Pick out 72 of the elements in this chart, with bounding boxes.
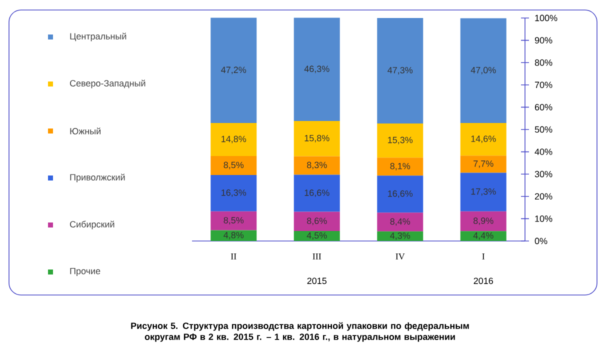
x-tick-label: II bbox=[230, 254, 236, 260]
bar bbox=[460, 18, 506, 124]
bar bbox=[294, 230, 340, 241]
legend-label: Сибирский bbox=[70, 220, 114, 230]
bar bbox=[210, 123, 257, 156]
bar bbox=[377, 212, 424, 232]
data-label: 4,8% bbox=[224, 232, 244, 240]
data-label: 4,4% bbox=[473, 232, 494, 240]
data-label: 8,5% bbox=[224, 162, 244, 170]
bar bbox=[377, 123, 424, 158]
data-label: 4,3% bbox=[390, 232, 410, 240]
data-label: 46,3% bbox=[304, 66, 330, 74]
bar bbox=[210, 230, 257, 241]
data-label: 8,5% bbox=[224, 217, 244, 225]
bar bbox=[294, 174, 340, 212]
data-label: 14,8% bbox=[222, 136, 246, 144]
bar bbox=[460, 156, 506, 173]
data-label: 7,7% bbox=[474, 160, 494, 168]
bar bbox=[377, 158, 424, 176]
bar bbox=[294, 212, 340, 231]
bar bbox=[294, 18, 340, 122]
data-label: 47,0% bbox=[470, 66, 496, 74]
data-label: 47,3% bbox=[388, 67, 413, 74]
data-label: 16,6% bbox=[304, 190, 330, 197]
x-tick-label: IV bbox=[396, 254, 405, 260]
y-tick-label: 90% bbox=[534, 37, 552, 44]
y-tick-label: 30% bbox=[534, 170, 552, 178]
legend-label: Прочие bbox=[70, 268, 100, 276]
bar bbox=[460, 211, 506, 232]
bar bbox=[210, 18, 257, 124]
data-label: 8,3% bbox=[307, 162, 327, 170]
bar bbox=[210, 174, 257, 212]
bar bbox=[460, 123, 506, 156]
data-label: 14,6% bbox=[471, 136, 496, 144]
data-label: 47,2% bbox=[221, 66, 246, 74]
y-tick-label: 40% bbox=[534, 148, 552, 155]
legend-label: Северо-Западный bbox=[70, 80, 146, 88]
legend-label: Приволжский bbox=[70, 174, 125, 182]
bar bbox=[377, 176, 424, 213]
bar bbox=[377, 231, 424, 241]
data-label: 15,3% bbox=[388, 136, 413, 144]
x-tick-label: III bbox=[312, 254, 322, 260]
y-tick-label: 10% bbox=[535, 216, 552, 222]
data-label: 8,1% bbox=[390, 162, 410, 170]
legend-label: Центральный bbox=[70, 32, 126, 42]
y-tick-label: 100% bbox=[535, 14, 558, 22]
bar bbox=[377, 18, 424, 124]
data-label: 8,4% bbox=[390, 218, 410, 226]
bar bbox=[460, 172, 506, 212]
data-label: 8,9% bbox=[474, 218, 494, 225]
legend-label: Южный bbox=[70, 128, 100, 134]
bar bbox=[210, 156, 257, 175]
bar bbox=[460, 231, 506, 241]
data-label: 17,3% bbox=[471, 188, 496, 196]
bar bbox=[210, 211, 257, 230]
bar bbox=[294, 156, 340, 175]
y-tick-label: 20% bbox=[534, 193, 552, 200]
y-tick-label: 50% bbox=[534, 126, 552, 133]
bar bbox=[294, 121, 340, 156]
data-label: 8,6% bbox=[307, 218, 327, 226]
y-tick-label: 0% bbox=[534, 238, 548, 244]
y-tick-label: 70% bbox=[534, 82, 552, 88]
data-label: 4,5% bbox=[306, 232, 327, 240]
x-tick-label: I bbox=[482, 254, 485, 260]
text: Рисунок 5. Структура производства картонной упаковки по федеральным округам РФ в 2 кв. 2015 г. – 1 кв. 2016 г., в натуральном выражении bbox=[131, 322, 469, 342]
text: 2016 bbox=[474, 278, 493, 284]
text: 2015 bbox=[307, 278, 327, 284]
data-label: 15,8% bbox=[304, 134, 330, 142]
data-label: 16,3% bbox=[222, 189, 246, 197]
y-tick-label: 80% bbox=[534, 59, 552, 66]
data-label: 16,6% bbox=[388, 190, 413, 198]
y-tick-label: 60% bbox=[534, 104, 552, 110]
